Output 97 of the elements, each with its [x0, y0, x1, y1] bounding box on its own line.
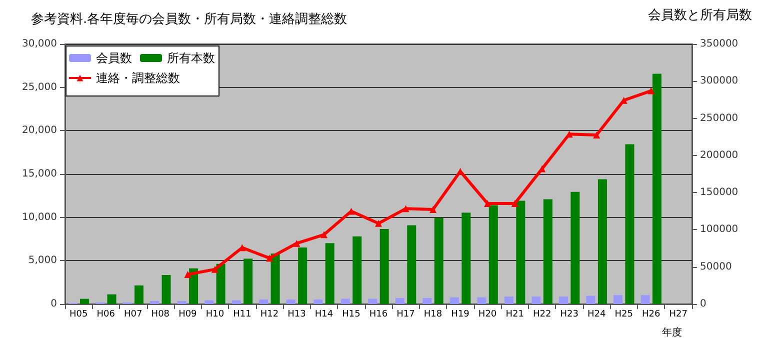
bar	[286, 300, 296, 304]
bar	[598, 179, 607, 304]
bar	[625, 144, 634, 304]
legend-label: 所有本数	[167, 51, 215, 65]
x-tick-label: H13	[288, 310, 306, 320]
y2-tick-label: 0	[700, 298, 706, 310]
y-tick-label: 15,000	[22, 168, 57, 180]
bar	[216, 264, 226, 304]
y2-tick-label: 200000	[700, 150, 738, 161]
x-tick-label: H24	[587, 310, 606, 320]
bar	[586, 296, 596, 304]
x-tick-label: H05	[70, 310, 88, 320]
x-tick-label: H10	[206, 310, 224, 320]
x-tick-label: H20	[478, 310, 497, 320]
y2-tick-label: 300000	[700, 76, 738, 87]
point	[484, 200, 492, 207]
bar	[80, 298, 89, 304]
bar	[177, 301, 186, 304]
x-tick-label: H15	[342, 310, 360, 320]
point	[293, 240, 300, 247]
bar	[532, 296, 541, 304]
point	[266, 254, 273, 262]
x-tick-label: H08	[151, 310, 170, 320]
x-tick-label: H16	[369, 310, 388, 320]
x-tick-label: H21	[506, 310, 524, 320]
x-tick-label: H12	[260, 310, 279, 320]
y-tick-label: 5,000	[28, 255, 57, 266]
bar	[298, 248, 308, 304]
bar	[422, 298, 432, 304]
bar	[558, 296, 568, 304]
bar	[232, 300, 241, 304]
bar	[543, 199, 552, 304]
point	[320, 231, 328, 238]
x-tick-label: H25	[614, 310, 633, 320]
bar	[570, 192, 580, 304]
x-tick-label: H06	[96, 310, 116, 320]
y-tick-label: 30,000	[22, 38, 57, 50]
point	[648, 87, 655, 94]
bar	[270, 253, 280, 304]
y-tick-label: 10,000	[22, 212, 57, 223]
bar	[640, 295, 650, 304]
bar	[516, 200, 526, 304]
bar	[614, 295, 622, 304]
x-tick-label: H09	[178, 310, 198, 320]
bar	[352, 236, 362, 304]
bar	[462, 212, 471, 304]
x-tick-label: H22	[532, 310, 552, 320]
legend-label: 連絡・調整総数	[96, 71, 180, 85]
x-tick-label: H18	[424, 310, 442, 320]
x-axis-title: 年度	[662, 326, 682, 338]
bar	[652, 74, 662, 304]
y2-axis-title: 会員数と所有局数	[648, 8, 752, 23]
x-tick-label: H23	[560, 310, 578, 320]
point	[430, 206, 437, 214]
y2-tick-label: 150000	[700, 187, 738, 198]
y2-tick-label: 250000	[700, 112, 738, 124]
x-tick-label: H17	[396, 310, 415, 320]
bar	[488, 205, 498, 304]
bar	[368, 298, 378, 304]
bar	[325, 243, 334, 304]
bar	[189, 268, 198, 304]
bar	[407, 225, 416, 304]
bar	[395, 298, 404, 304]
bar	[150, 301, 160, 304]
legend-label: 会員数	[96, 51, 132, 65]
x-tick-label: H07	[124, 310, 142, 320]
point	[211, 266, 218, 273]
y-tick-label: 20,000	[22, 125, 57, 136]
point	[593, 132, 600, 138]
y2-tick-label: 100000	[700, 224, 738, 236]
y-tick-label: 25,000	[22, 82, 57, 93]
bar	[162, 275, 171, 304]
bar	[504, 296, 514, 304]
bar	[477, 297, 486, 304]
y2-tick-label: 50000	[700, 261, 732, 272]
bar	[204, 300, 214, 304]
x-tick-label: H11	[233, 310, 252, 320]
bar	[340, 298, 350, 304]
x-tick-label: H19	[451, 310, 470, 320]
x-tick-label: H26	[642, 310, 660, 320]
y-tick-label: 0	[50, 298, 57, 310]
bar	[134, 285, 144, 304]
bar	[107, 294, 116, 304]
bar	[314, 300, 323, 304]
bar	[434, 218, 444, 304]
bar	[380, 228, 389, 304]
point	[375, 220, 382, 227]
y2-tick-label: 350000	[700, 38, 738, 50]
bar	[259, 300, 268, 304]
point	[511, 200, 518, 207]
x-tick-label: H14	[314, 310, 334, 320]
bar	[450, 297, 459, 304]
x-tick-label: H27	[669, 310, 688, 320]
bar	[244, 258, 253, 304]
chart-title: 参考資料.各年度毎の会員数・所有局数・連絡調整総数	[31, 11, 348, 27]
point	[184, 271, 192, 278]
point	[402, 205, 410, 212]
